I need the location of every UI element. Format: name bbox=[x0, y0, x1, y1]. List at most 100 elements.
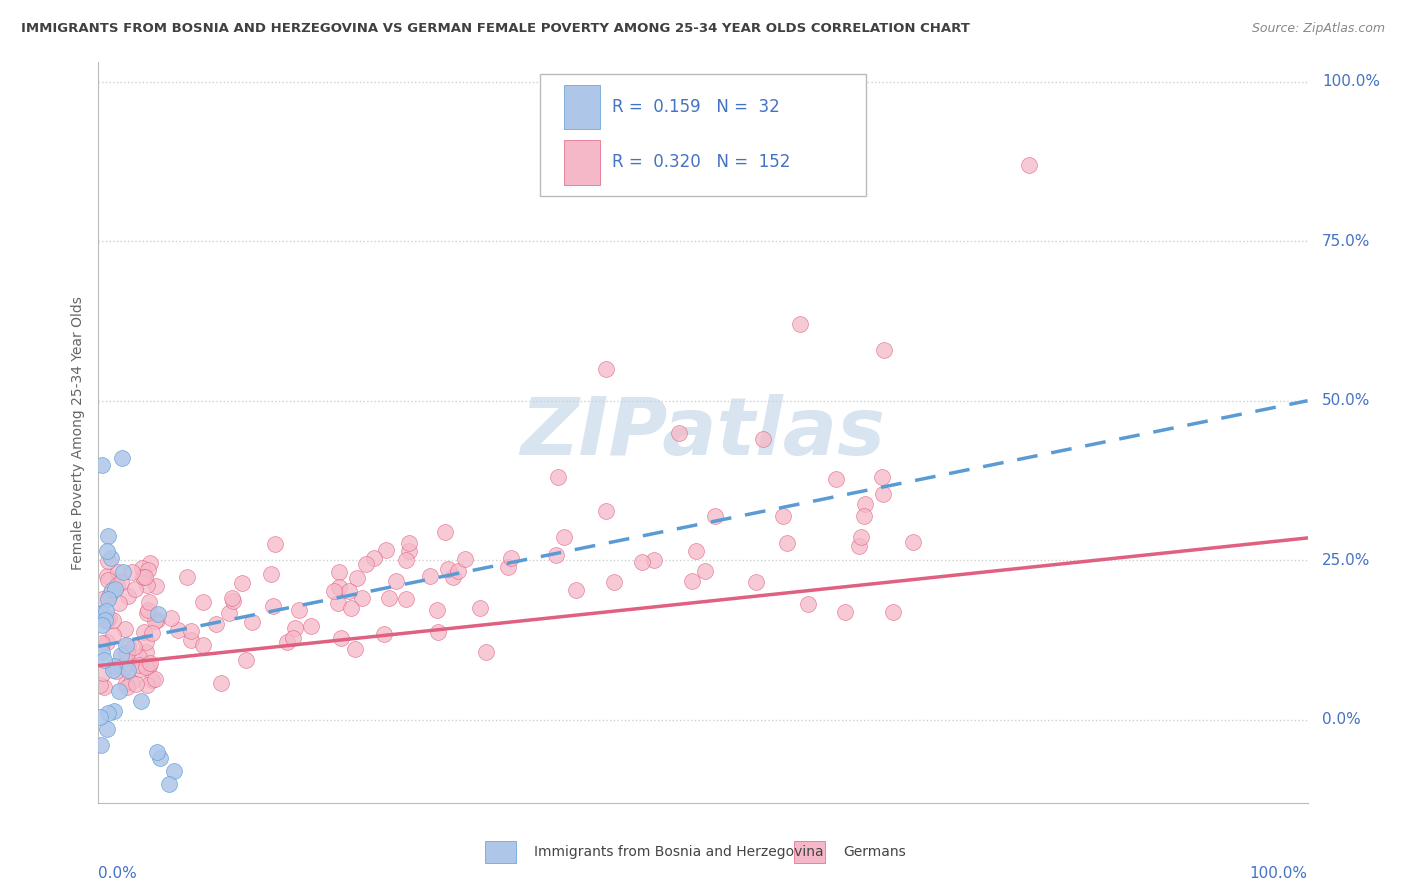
Point bbox=[426, 603, 449, 617]
Point bbox=[124, 677, 146, 691]
Point bbox=[328, 596, 350, 610]
Point bbox=[498, 560, 520, 574]
Point bbox=[209, 675, 232, 690]
Point bbox=[395, 591, 418, 606]
Point bbox=[287, 603, 309, 617]
Point bbox=[117, 639, 139, 653]
Text: 100.0%: 100.0% bbox=[1250, 866, 1308, 880]
Point bbox=[108, 596, 131, 610]
Point bbox=[378, 591, 401, 606]
Point bbox=[776, 535, 799, 549]
Point bbox=[96, 615, 118, 629]
Point bbox=[128, 662, 150, 676]
Point bbox=[124, 582, 146, 597]
Point bbox=[346, 571, 368, 585]
Point bbox=[231, 576, 253, 591]
Point bbox=[117, 646, 139, 660]
Point bbox=[135, 660, 157, 674]
Text: Germans: Germans bbox=[844, 845, 907, 859]
Point bbox=[262, 599, 284, 614]
Point bbox=[101, 582, 124, 597]
Point bbox=[103, 659, 125, 673]
Point bbox=[149, 751, 172, 765]
Point bbox=[703, 508, 725, 523]
Point bbox=[98, 587, 121, 601]
Point bbox=[328, 566, 350, 580]
Point bbox=[97, 554, 120, 568]
Y-axis label: Female Poverty Among 25-34 Year Olds: Female Poverty Among 25-34 Year Olds bbox=[72, 295, 86, 570]
Point bbox=[180, 632, 202, 647]
Point bbox=[849, 530, 872, 544]
Point bbox=[631, 555, 654, 569]
Text: R =  0.159   N =  32: R = 0.159 N = 32 bbox=[612, 98, 780, 116]
Point bbox=[385, 574, 408, 589]
Point bbox=[134, 569, 156, 583]
Point bbox=[544, 548, 567, 562]
Point bbox=[299, 619, 322, 633]
FancyBboxPatch shape bbox=[564, 140, 600, 185]
Point bbox=[135, 606, 157, 620]
Point bbox=[90, 739, 112, 753]
Point bbox=[93, 680, 115, 694]
Point bbox=[354, 557, 377, 571]
Text: Source: ZipAtlas.com: Source: ZipAtlas.com bbox=[1251, 22, 1385, 36]
Point bbox=[772, 508, 794, 523]
Point bbox=[797, 597, 820, 611]
Point bbox=[752, 432, 775, 446]
Point bbox=[91, 665, 114, 680]
FancyBboxPatch shape bbox=[540, 73, 866, 195]
Point bbox=[193, 595, 215, 609]
Text: 50.0%: 50.0% bbox=[1322, 393, 1371, 409]
Point bbox=[419, 568, 441, 582]
FancyBboxPatch shape bbox=[564, 85, 600, 129]
Point bbox=[90, 635, 112, 649]
Point bbox=[98, 611, 121, 625]
Text: IMMIGRANTS FROM BOSNIA AND HERZEGOVINA VS GERMAN FEMALE POVERTY AMONG 25-34 YEAR: IMMIGRANTS FROM BOSNIA AND HERZEGOVINA V… bbox=[21, 22, 970, 36]
Point bbox=[284, 621, 307, 635]
Point bbox=[90, 644, 112, 658]
Point bbox=[90, 458, 112, 472]
Point bbox=[323, 583, 346, 598]
Point bbox=[395, 552, 418, 566]
Point bbox=[501, 550, 523, 565]
Point bbox=[107, 578, 129, 592]
Point bbox=[565, 583, 588, 598]
Point bbox=[903, 535, 925, 549]
Point bbox=[97, 573, 120, 587]
Point bbox=[872, 487, 894, 501]
Point bbox=[93, 653, 115, 667]
Point bbox=[180, 624, 202, 638]
Text: R =  0.320   N =  152: R = 0.320 N = 152 bbox=[612, 153, 790, 171]
Point bbox=[111, 451, 134, 466]
Point bbox=[166, 624, 188, 638]
Point bbox=[235, 653, 257, 667]
Point bbox=[139, 557, 162, 571]
Point bbox=[259, 567, 281, 582]
Text: 100.0%: 100.0% bbox=[1322, 74, 1381, 89]
Point bbox=[90, 617, 112, 632]
Point bbox=[141, 626, 163, 640]
Point bbox=[340, 600, 363, 615]
Point bbox=[132, 624, 155, 639]
Point bbox=[176, 570, 198, 584]
Point bbox=[373, 627, 395, 641]
Point bbox=[695, 565, 717, 579]
Point bbox=[138, 659, 160, 673]
Point bbox=[163, 764, 186, 778]
Point bbox=[685, 543, 707, 558]
Point bbox=[138, 595, 160, 609]
Point bbox=[128, 657, 150, 672]
Text: Immigrants from Bosnia and Herzegovina: Immigrants from Bosnia and Herzegovina bbox=[534, 845, 824, 859]
Point bbox=[834, 605, 856, 619]
Point bbox=[131, 561, 153, 575]
Point bbox=[115, 680, 138, 694]
Point bbox=[276, 635, 298, 649]
Point bbox=[873, 343, 896, 357]
Point bbox=[436, 562, 458, 576]
Point bbox=[112, 660, 135, 674]
Point bbox=[103, 704, 125, 718]
Point bbox=[352, 591, 374, 605]
Point bbox=[882, 605, 904, 619]
Point bbox=[115, 656, 138, 670]
Point bbox=[141, 673, 163, 687]
